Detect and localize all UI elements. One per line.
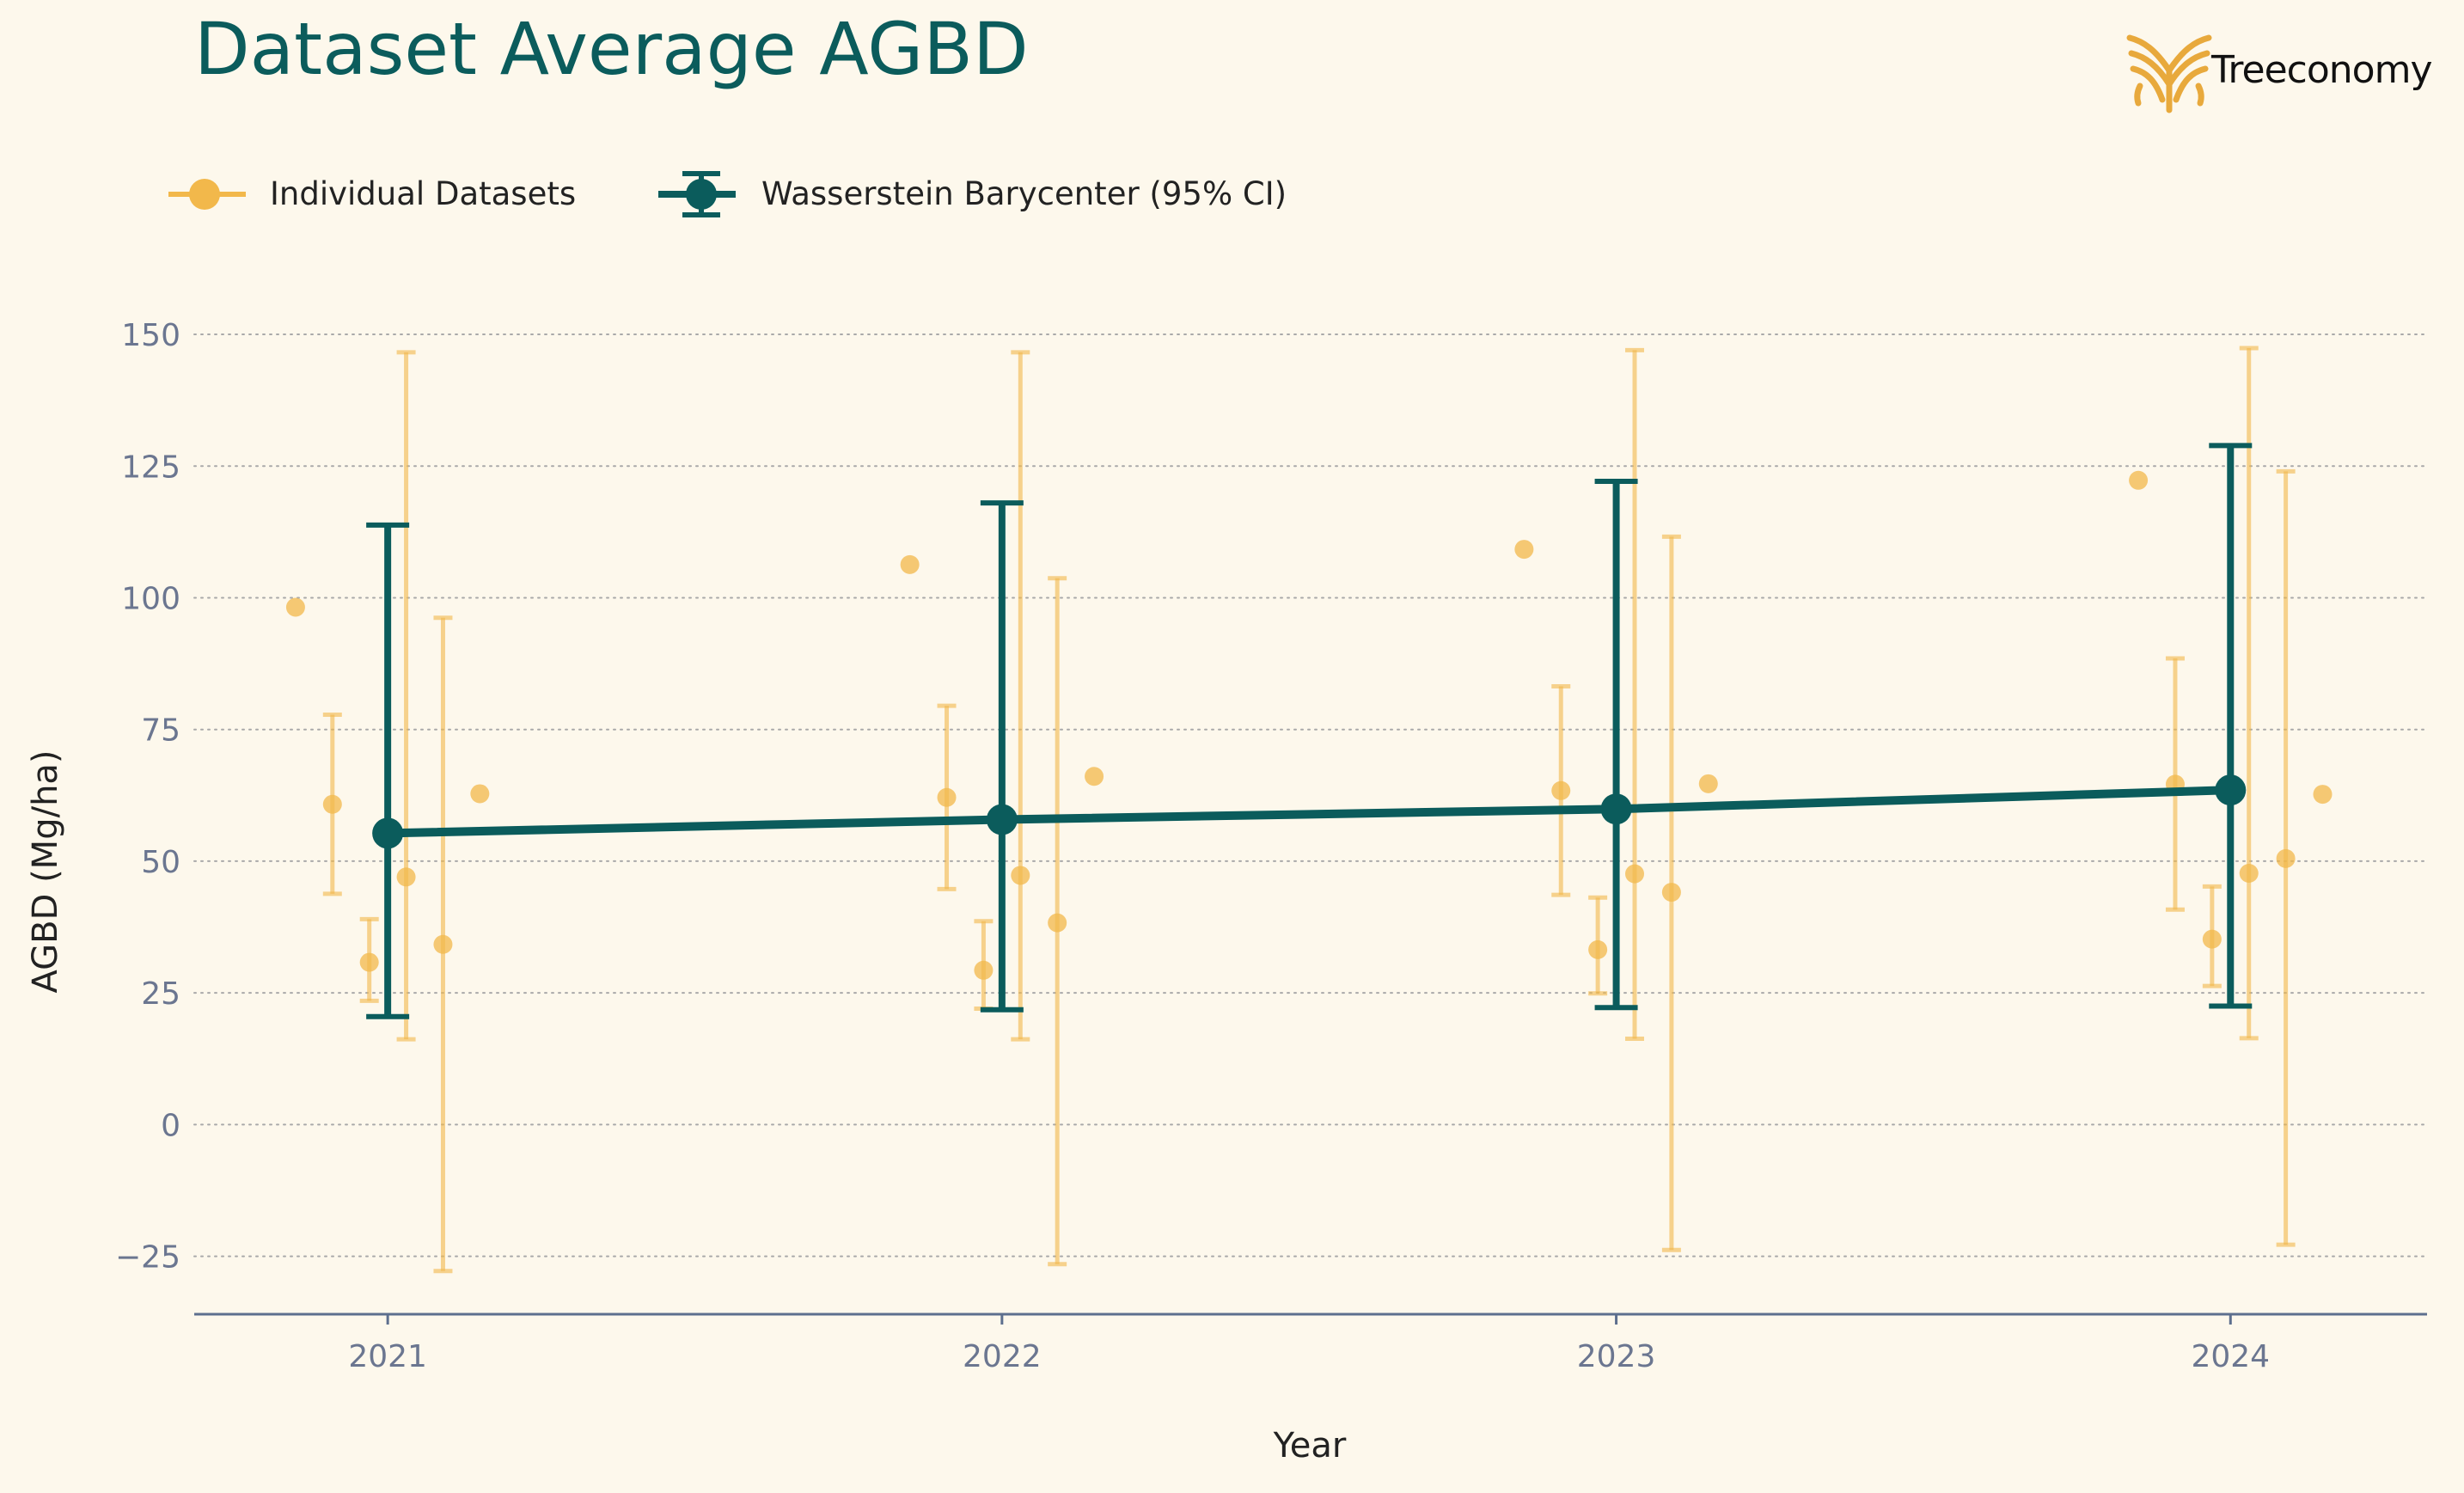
tree-logo-icon — [2126, 34, 2212, 113]
legend-marker-individual — [189, 179, 220, 210]
individual-point — [359, 952, 379, 972]
individual-point — [1048, 913, 1067, 933]
individual-point — [1588, 939, 1608, 959]
individual-point — [2239, 864, 2259, 884]
barycenter-point — [2215, 774, 2247, 806]
individual-point — [322, 794, 342, 814]
y-tick-label: 0 — [161, 1108, 180, 1143]
individual-point — [470, 784, 490, 804]
individual-point — [1085, 767, 1104, 786]
logo-text: Treeconomy — [2210, 48, 2432, 92]
individual-point — [937, 787, 957, 807]
y-tick-label: 150 — [121, 318, 180, 353]
barycenter-point — [986, 804, 1018, 835]
individual-point — [1661, 883, 1681, 903]
legend-marker-barycenter — [686, 179, 717, 210]
y-tick-label: 125 — [121, 450, 180, 485]
y-tick-label: −25 — [115, 1240, 180, 1276]
barycenter-line — [388, 786, 2231, 838]
individual-point — [1514, 540, 1534, 560]
individual-point — [1551, 780, 1571, 800]
barycenter-series — [366, 443, 2253, 1019]
x-tick-label: 2022 — [963, 1339, 1042, 1374]
individual-point — [2276, 848, 2296, 868]
y-tick-label: 50 — [141, 845, 180, 880]
x-tick-label: 2023 — [1577, 1339, 1656, 1374]
individual-point — [974, 960, 994, 980]
x-tick-label: 2024 — [2191, 1339, 2270, 1374]
individual-point — [2313, 785, 2333, 805]
individual-point — [1625, 864, 1645, 884]
legend-item-individual: Individual Datasets — [168, 175, 576, 212]
individual-point — [285, 597, 305, 617]
y-tick-label: 100 — [121, 581, 180, 616]
individual-point — [396, 867, 416, 887]
legend-label-individual: Individual Datasets — [270, 175, 576, 212]
individual-datasets-series — [285, 346, 2333, 1274]
legend-item-barycenter: Wasserstein Barycenter (95% CI) — [658, 171, 1287, 217]
legend-label-barycenter: Wasserstein Barycenter (95% CI) — [761, 175, 1287, 212]
y-tick-label: 25 — [141, 976, 180, 1012]
x-axis-label: Year — [1273, 1426, 1347, 1465]
individual-point — [1698, 774, 1718, 793]
individual-point — [2202, 929, 2222, 949]
treeconomy-logo: Treeconomy — [2126, 34, 2433, 113]
barycenter-point — [1600, 793, 1632, 825]
individual-point — [2129, 470, 2149, 490]
x-tick-label: 2021 — [348, 1339, 427, 1374]
gridlines — [193, 333, 2428, 1257]
y-tick-label: 75 — [141, 713, 180, 749]
y-tick-labels: −25 0 25 50 75 100 125 150 — [115, 318, 180, 1276]
legend: Individual Datasets Wasserstein Barycent… — [168, 171, 1287, 217]
chart-title: Dataset Average AGBD — [194, 7, 1029, 91]
individual-point — [433, 934, 453, 954]
individual-point — [900, 554, 920, 574]
y-axis-label: AGBD (Mg/ha) — [26, 750, 65, 993]
individual-point — [1011, 866, 1030, 885]
x-tick-labels: 2021 2022 2023 2024 — [348, 1314, 2270, 1374]
barycenter-point — [372, 817, 404, 849]
